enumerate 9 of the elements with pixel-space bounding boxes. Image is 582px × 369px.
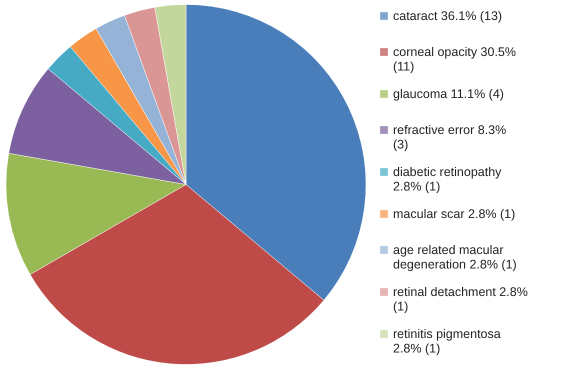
legend-label: macular scar 2.8% (1) <box>393 207 516 221</box>
legend-label: corneal opacity 30.5% (11) <box>393 45 516 74</box>
legend-label: diabetic retinopathy 2.8% (1) <box>393 165 502 194</box>
legend-label: age related macular degeneration 2.8% (1) <box>393 243 517 272</box>
legend-label: retinitis pigmentosa 2.8% (1) <box>393 327 501 356</box>
legend-label: cataract 36.1% (13) <box>393 9 502 23</box>
legend-label: retinal detachment 2.8% (1) <box>393 285 528 314</box>
legend-label: refractive error 8.3% (3) <box>393 123 506 152</box>
legend-label: glaucoma 11.1% (4) <box>393 87 504 101</box>
